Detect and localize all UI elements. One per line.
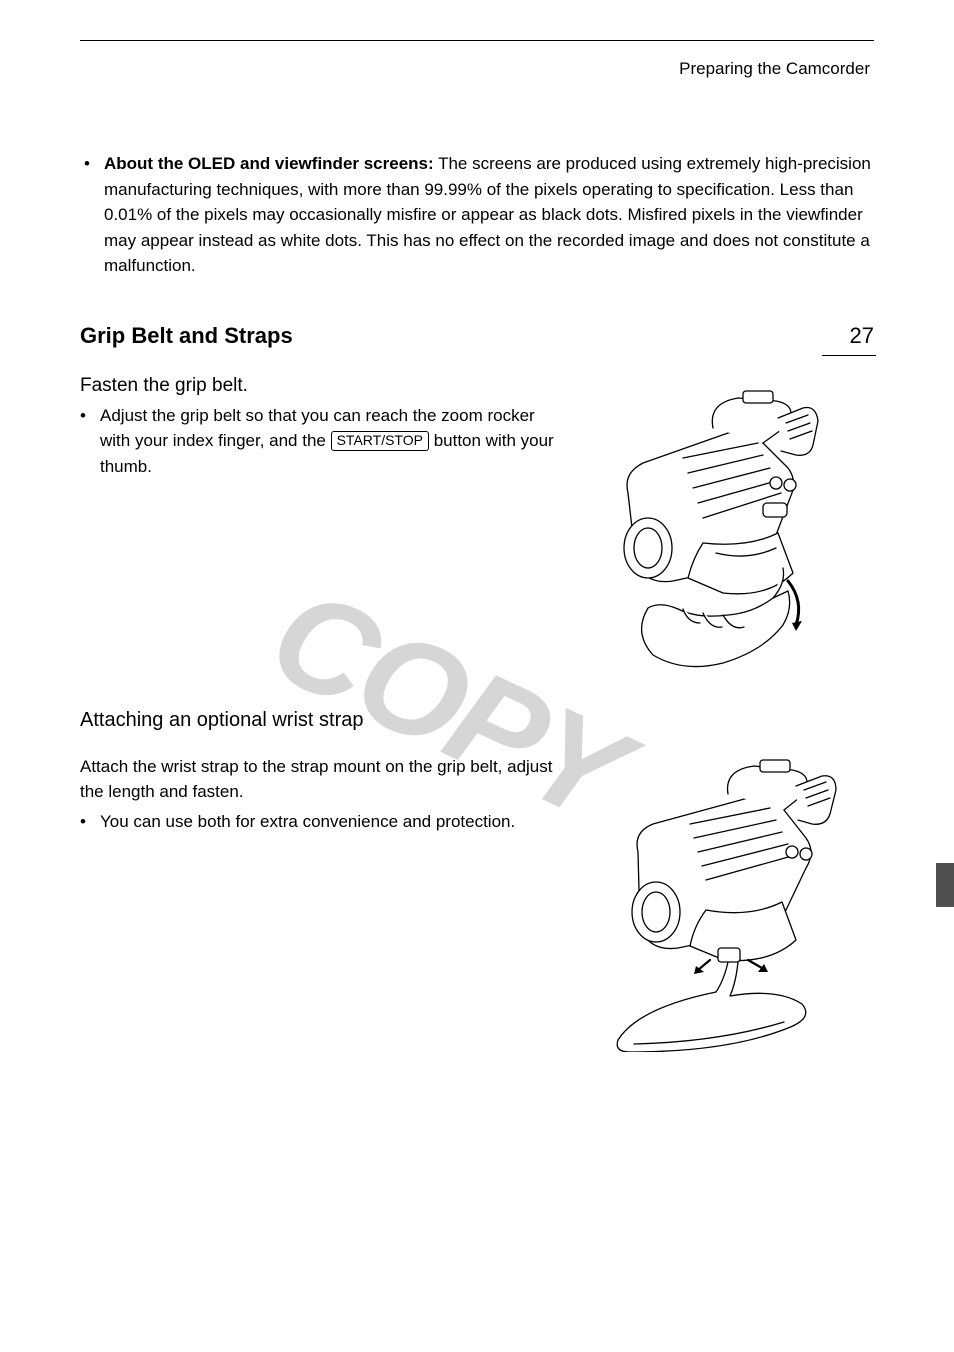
wrist-strap-bullet: • You can use both for extra convenience… — [80, 809, 558, 835]
oled-note: • About the OLED and viewfinder screens:… — [84, 151, 874, 279]
wrist-strap-para: Attach the wrist strap to the strap moun… — [80, 754, 558, 805]
figure-grip-belt — [588, 373, 828, 673]
bullet-dot: • — [80, 403, 100, 480]
section-side-tab — [936, 863, 954, 907]
camcorder-wrist-strap-illustration — [578, 752, 858, 1052]
start-stop-button-label: START/STOP — [331, 431, 429, 451]
figure-wrist-strap — [578, 752, 858, 1052]
oled-note-lead: About the OLED and viewfinder screens: — [104, 154, 434, 173]
running-header: Preparing the Camcorder — [80, 59, 874, 79]
oled-note-text: About the OLED and viewfinder screens: T… — [104, 151, 874, 279]
page-number-rule — [822, 355, 876, 356]
grip-belt-heading: Grip Belt and Straps — [80, 323, 810, 349]
grip-bullet-text: Adjust the grip belt so that you can rea… — [100, 403, 568, 480]
page-number-block: 27 — [822, 323, 874, 356]
page-number: 27 — [822, 323, 874, 355]
bullet-dot: • — [84, 151, 104, 279]
fasten-grip-subheading: Fasten the grip belt. — [80, 375, 568, 397]
top-rule — [80, 40, 874, 41]
grip-bullet: • Adjust the grip belt so that you can r… — [80, 403, 568, 480]
wrist-strap-bullet-text: You can use both for extra convenience a… — [100, 809, 558, 835]
wrist-strap-heading: Attaching an optional wrist strap — [80, 709, 874, 732]
camcorder-grip-illustration — [588, 373, 828, 673]
bullet-dot: • — [80, 809, 100, 835]
